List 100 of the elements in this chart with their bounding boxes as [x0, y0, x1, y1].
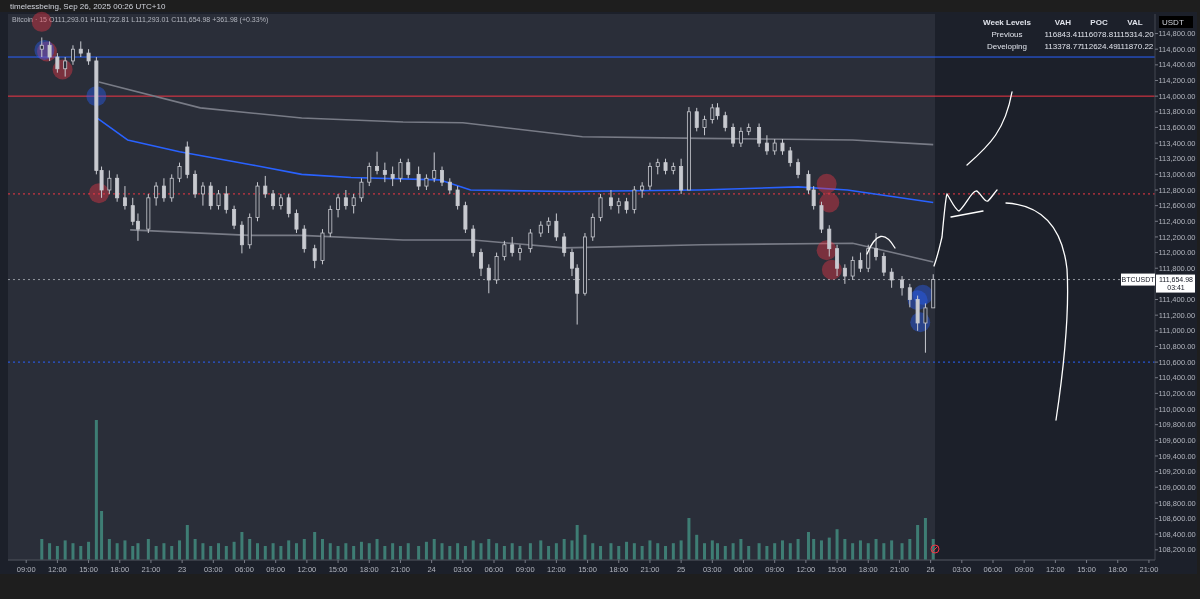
candlestick: [224, 185, 229, 214]
candlestick: [122, 185, 127, 211]
bar: [866, 543, 870, 560]
candlestick: [359, 177, 364, 203]
candlestick: [764, 134, 769, 156]
bar: [479, 543, 483, 560]
bar: [71, 543, 75, 560]
bar: [679, 540, 683, 560]
candlestick: [455, 185, 460, 211]
bar: [916, 525, 920, 560]
candlestick: [63, 56, 68, 78]
bar: [695, 534, 699, 560]
bar: [328, 543, 332, 560]
bar: [463, 546, 467, 560]
candlestick: [398, 158, 403, 183]
candlestick: [796, 158, 801, 179]
bar: [495, 543, 499, 560]
line-series: [96, 117, 935, 204]
candlestick: [177, 162, 182, 183]
bar: [320, 539, 324, 560]
annotation: POC: [1090, 18, 1108, 27]
annotation: 113378.77: [1044, 42, 1083, 51]
candlestick: [598, 193, 603, 222]
candlestick: [463, 201, 468, 234]
line-series: [129, 229, 935, 263]
candlestick: [471, 224, 476, 257]
bar: [383, 546, 387, 560]
candlestick: [923, 302, 928, 354]
bar: [456, 543, 460, 560]
bar: [900, 543, 904, 560]
bar: [136, 543, 140, 560]
candlestick: [907, 283, 912, 308]
candlestick: [850, 255, 855, 281]
bar: [827, 537, 831, 560]
candlestick: [200, 181, 205, 207]
bar: [162, 543, 166, 560]
bar: [796, 539, 800, 560]
bar: [115, 543, 119, 560]
bar: [209, 546, 213, 560]
bar: [591, 543, 595, 560]
candlestick: [757, 123, 762, 148]
bar: [599, 546, 603, 560]
candlestick: [502, 240, 507, 261]
candlestick: [486, 263, 491, 294]
candlestick: [432, 151, 437, 183]
candlestick: [286, 193, 291, 218]
bar: [765, 546, 769, 560]
bar: [287, 540, 291, 560]
bar: [79, 546, 83, 560]
chart-title: timelessbeing, Sep 26, 2025 00:26 UTC+10: [10, 2, 166, 11]
bar: [100, 511, 104, 560]
bar: [232, 541, 236, 560]
candlestick: [723, 111, 728, 132]
candlestick: [154, 181, 159, 207]
bar: [908, 539, 912, 560]
bar: [375, 539, 379, 560]
bar: [739, 539, 743, 560]
candlestick: [406, 158, 411, 179]
bar: [131, 546, 135, 560]
bar: [632, 543, 636, 560]
bar: [510, 543, 514, 560]
candlestick: [416, 166, 421, 191]
bar: [201, 543, 205, 560]
bar: [406, 543, 410, 560]
candlestick: [312, 244, 317, 269]
bar: [617, 546, 621, 560]
candlestick: [263, 175, 268, 199]
bar: [294, 543, 298, 560]
bar: [271, 543, 275, 560]
candlestick: [900, 275, 904, 297]
candlestick: [239, 220, 244, 254]
candlestick: [169, 173, 174, 203]
candlestick: [336, 193, 341, 218]
bar: [710, 540, 714, 560]
candlestick: [835, 244, 840, 277]
bar: [391, 543, 395, 560]
candlestick: [55, 52, 60, 74]
candlestick: [71, 44, 75, 66]
bar: [313, 532, 317, 560]
candlestick: [440, 166, 444, 187]
bar: [923, 518, 927, 560]
candlestick: [216, 189, 221, 211]
bar: [819, 540, 823, 560]
bar: [424, 541, 428, 560]
bar: [367, 543, 371, 560]
bar: [583, 534, 587, 560]
candlestick: [271, 189, 276, 211]
bar: [154, 546, 158, 560]
bar: [671, 543, 675, 560]
bar: [107, 539, 111, 560]
bar: [185, 525, 189, 560]
annotation: 115314.20: [1116, 30, 1155, 39]
candlestick: [161, 177, 166, 203]
bar: [547, 546, 551, 560]
annotation: Previous: [991, 30, 1023, 39]
bar: [640, 546, 644, 560]
bar: [55, 546, 59, 560]
candlestick: [351, 193, 356, 214]
bar: [851, 543, 855, 560]
bar: [302, 539, 306, 560]
